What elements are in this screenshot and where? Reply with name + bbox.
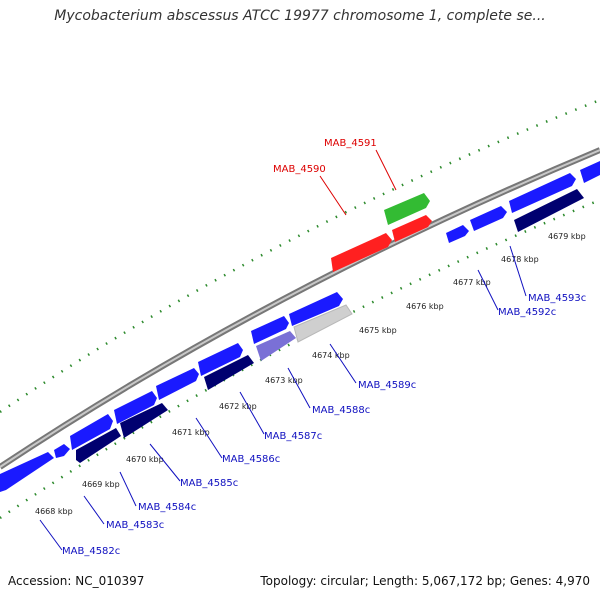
kbp-label: 4668 kbp [35,507,73,516]
kbp-label: 4670 kbp [126,455,164,464]
reverse-genes [76,189,584,463]
gene-label[interactable]: MAB_4589c [358,380,416,391]
forward-genes [0,161,600,492]
genome-summary: Topology: circular; Length: 5,067,172 bp… [260,574,590,588]
gene-mab-4591-red[interactable] [392,215,432,242]
gene-labels: MAB_4582c MAB_4583c MAB_4584c MAB_4585c … [62,138,586,557]
gene-feature[interactable] [446,225,469,243]
selected-leaders [319,149,397,216]
kbp-label: 4676 kbp [406,302,444,311]
kbp-label: 4674 kbp [312,351,350,360]
inner-tick-ring [0,198,600,520]
accession-label: Accession: NC_010397 [8,574,145,588]
gene-mab-4591-green[interactable] [384,193,430,225]
gene-feature[interactable] [0,452,54,492]
gene-feature[interactable] [54,444,70,458]
gene-label[interactable]: MAB_4592c [498,307,556,318]
kbp-label: 4679 kbp [548,232,586,241]
gene-label[interactable]: MAB_4588c [312,405,370,416]
gene-feature[interactable] [293,304,353,343]
kbp-label: 4677 kbp [453,278,491,287]
gene-feature[interactable] [198,343,243,376]
gene-feature[interactable] [580,161,600,183]
gene-feature[interactable] [470,206,507,231]
gene-feature[interactable] [251,316,289,344]
gene-label[interactable]: MAB_4584c [138,502,196,513]
gene-feature[interactable] [156,368,199,400]
gene-label-selected[interactable]: MAB_4590 [273,164,326,175]
gene-label[interactable]: MAB_4582c [62,546,120,557]
kbp-label: 4672 kbp [219,402,257,411]
gene-label[interactable]: MAB_4593c [528,293,586,304]
gene-feature[interactable] [514,189,584,232]
gene-feature[interactable] [114,391,157,424]
gene-mab-4590[interactable] [331,233,392,272]
gene-feature[interactable] [70,414,113,450]
gene-label-selected[interactable]: MAB_4591 [324,138,377,149]
gene-label[interactable]: MAB_4583c [106,520,164,531]
kbp-labels: 4668 kbp 4669 kbp 4670 kbp 4671 kbp 4672… [35,232,586,516]
kbp-label: 4678 kbp [501,255,539,264]
kbp-label: 4669 kbp [82,480,120,489]
kbp-label: 4673 kbp [265,376,303,385]
gene-feature[interactable] [120,403,168,438]
gene-label[interactable]: MAB_4585c [180,478,238,489]
gene-feature[interactable] [509,173,576,213]
kbp-label: 4675 kbp [359,326,397,335]
outer-tick-ring [0,98,600,414]
gene-label[interactable]: MAB_4586c [222,454,280,465]
map-title: Mycobacterium abscessus ATCC 19977 chrom… [54,8,546,24]
gene-feature[interactable] [204,355,254,390]
selected-genes [331,193,432,272]
gene-feature[interactable] [76,428,121,463]
gene-feature[interactable] [289,292,343,326]
kbp-label: 4671 kbp [172,428,210,437]
gene-label[interactable]: MAB_4587c [264,431,322,442]
label-leaders [39,245,527,551]
gene-feature[interactable] [256,331,296,361]
